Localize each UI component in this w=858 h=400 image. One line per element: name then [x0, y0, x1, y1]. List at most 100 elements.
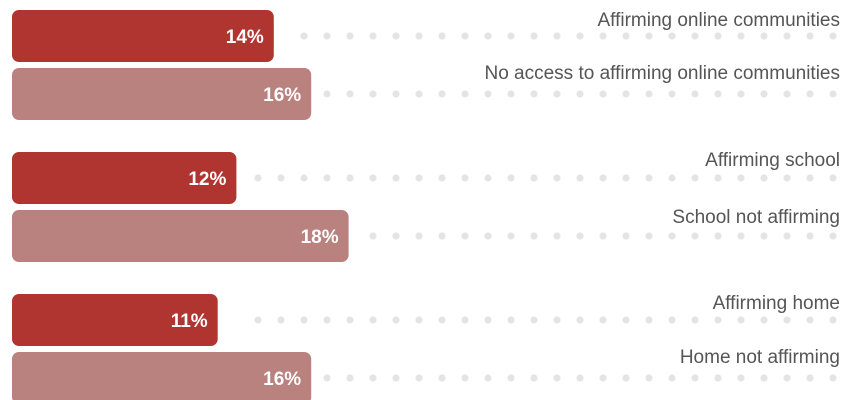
category-label: School not affirming [672, 207, 840, 228]
leader-dot [668, 374, 676, 382]
leader-dot [300, 316, 308, 324]
leader-dot [599, 32, 607, 40]
bar-value-label: 16% [263, 85, 301, 106]
leader-dot [461, 90, 469, 98]
leader-dot [369, 374, 377, 382]
leader-dot [783, 316, 791, 324]
leader-dot [737, 32, 745, 40]
leader-dot [369, 90, 377, 98]
leader-dot [714, 232, 722, 240]
category-label: No access to affirming online communitie… [484, 63, 840, 84]
bar-value-label: 16% [263, 369, 301, 390]
leader-dot [254, 174, 262, 182]
leader-dot [438, 232, 446, 240]
bar [12, 294, 218, 346]
leader-dot [806, 90, 814, 98]
bar [12, 352, 312, 400]
leader-dot [783, 232, 791, 240]
leader-dot [507, 374, 515, 382]
leader-dot [323, 374, 331, 382]
leader-dot [691, 232, 699, 240]
leader-dot [369, 232, 377, 240]
bar-value-label: 14% [226, 27, 264, 48]
leader-dot [507, 90, 515, 98]
leader-dot [691, 174, 699, 182]
leader-dot [760, 316, 768, 324]
leader-dot [392, 174, 400, 182]
leader-dot [438, 316, 446, 324]
leader-dot [530, 374, 538, 382]
leader-dot [507, 32, 515, 40]
leader-dot [346, 316, 354, 324]
leader-dot [461, 316, 469, 324]
leader-dot [691, 90, 699, 98]
leader-dot [323, 32, 331, 40]
leader-dot [323, 316, 331, 324]
bar-value-label: 18% [301, 227, 339, 248]
bar [12, 210, 349, 262]
leader-dot [783, 32, 791, 40]
leader-dot [622, 232, 630, 240]
leader-dot [438, 32, 446, 40]
leader-dot [622, 174, 630, 182]
leader-dot [783, 90, 791, 98]
leader-dot [645, 90, 653, 98]
leader-dot [760, 32, 768, 40]
leader-dot [576, 32, 584, 40]
leader-dot [484, 32, 492, 40]
leader-dot [438, 374, 446, 382]
leader-dot [622, 32, 630, 40]
leader-dot [369, 316, 377, 324]
leader-dot [668, 232, 676, 240]
leader-dot [323, 90, 331, 98]
category-label: Affirming home [713, 293, 840, 314]
bar-value-label: 12% [188, 169, 226, 190]
leader-dot [254, 316, 262, 324]
leader-dot [576, 316, 584, 324]
leader-dot [737, 316, 745, 324]
leader-dot [415, 90, 423, 98]
leader-dot [484, 232, 492, 240]
leader-dot [438, 174, 446, 182]
leader-dot [829, 374, 837, 382]
leader-dot [576, 174, 584, 182]
leader-dot [599, 232, 607, 240]
leader-dot [737, 374, 745, 382]
leader-dot [369, 32, 377, 40]
leader-dot [599, 174, 607, 182]
leader-dot [553, 32, 561, 40]
leader-dot [438, 90, 446, 98]
leader-dot [668, 32, 676, 40]
leader-dot [392, 90, 400, 98]
leader-dot [346, 374, 354, 382]
bar [12, 68, 312, 120]
leader-dot [737, 90, 745, 98]
leader-dot [599, 316, 607, 324]
leader-dot [829, 232, 837, 240]
leader-dot [668, 174, 676, 182]
leader-dot [829, 316, 837, 324]
leader-dot [507, 316, 515, 324]
leader-dot [507, 232, 515, 240]
leader-dot [806, 374, 814, 382]
leader-dot [369, 174, 377, 182]
leader-dot [714, 316, 722, 324]
leader-dot [346, 90, 354, 98]
leader-dot [392, 316, 400, 324]
leader-dot [576, 374, 584, 382]
leader-dot [576, 90, 584, 98]
leader-dot [530, 316, 538, 324]
leader-dot [507, 174, 515, 182]
leader-dot [737, 232, 745, 240]
leader-dot [599, 90, 607, 98]
leader-dot [760, 174, 768, 182]
leader-dot [530, 232, 538, 240]
leader-dot [530, 174, 538, 182]
category-label: Affirming online communities [597, 10, 840, 31]
leader-dot [392, 32, 400, 40]
leader-dot [760, 374, 768, 382]
leader-dot [783, 374, 791, 382]
category-label: Home not affirming [680, 347, 840, 368]
leader-dot [599, 374, 607, 382]
